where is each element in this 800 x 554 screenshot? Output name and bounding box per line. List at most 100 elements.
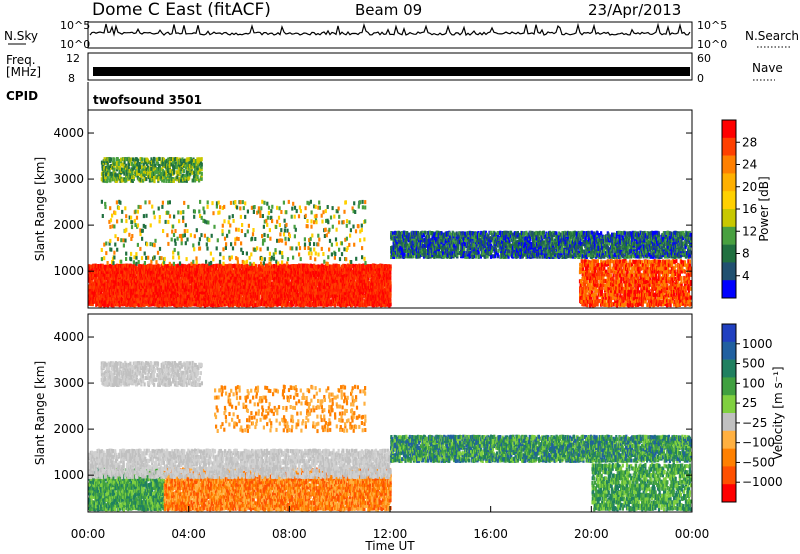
echo-cell	[131, 270, 134, 274]
echo-cell	[114, 279, 117, 284]
echo-cell	[91, 302, 94, 307]
echo-cell	[145, 300, 148, 305]
echo-cell	[141, 284, 144, 289]
echo-cell	[133, 279, 136, 284]
freq-trace	[93, 67, 690, 76]
echo-cell	[121, 272, 124, 277]
echo-cell	[147, 279, 150, 284]
echo-cell	[95, 276, 98, 281]
echo-cell	[123, 263, 126, 268]
echo-cell	[137, 303, 140, 308]
echo-cell	[117, 281, 120, 286]
echo-cell	[116, 278, 119, 283]
echo-cell	[93, 293, 96, 298]
noise-right-tick-top: 10^5	[697, 19, 727, 32]
echo-cell	[105, 273, 108, 278]
echo-cell	[108, 282, 111, 287]
echo-cell	[135, 270, 138, 275]
echo-cell	[140, 297, 144, 302]
echo-cell	[88, 296, 91, 301]
echo-cell	[424, 230, 427, 235]
nave-tick-top: 60	[697, 52, 711, 65]
echo-cell	[106, 267, 109, 272]
noise-trace	[89, 22, 691, 37]
echo-cell	[152, 290, 156, 295]
echo-cell	[100, 273, 103, 278]
echo-cell	[124, 300, 127, 305]
echo-cell	[136, 273, 139, 278]
echo-cell	[131, 275, 134, 280]
echo-cell	[100, 270, 103, 274]
echo-cell	[144, 296, 147, 301]
echo-cell	[130, 287, 133, 292]
echo-cell	[113, 294, 116, 298]
echo-cell	[135, 281, 138, 286]
echo-cell	[125, 267, 128, 272]
cpid-value: twofsound 3501	[93, 93, 202, 107]
echo-cell	[119, 267, 122, 271]
echo-cell	[106, 288, 109, 293]
echo-cell	[148, 285, 151, 290]
freq-unit-label: [MHz]	[6, 65, 41, 79]
noise-right-label: N.Search	[745, 29, 799, 43]
echo-cell	[90, 273, 93, 278]
echo-cell	[153, 293, 156, 298]
noise-left-tick-top: 10^5	[60, 19, 90, 32]
echo-cell	[89, 296, 92, 301]
echo-cell	[125, 281, 129, 286]
echo-cell	[115, 270, 118, 275]
freq-label: Freq.	[6, 53, 36, 67]
echo-cell	[121, 287, 125, 292]
echo-cell	[112, 303, 115, 308]
echo-cell	[94, 263, 97, 268]
echo-cell	[117, 291, 120, 296]
date-label: 23/Apr/2013	[588, 1, 681, 19]
echo-cell	[95, 302, 98, 307]
echo-cell	[113, 287, 116, 292]
echo-cell	[156, 288, 159, 293]
echo-cell	[141, 290, 144, 295]
echo-cell	[287, 278, 290, 283]
echo-cell	[145, 264, 148, 269]
echo-cell	[131, 303, 134, 307]
echo-cell	[95, 278, 98, 283]
echo-cell	[97, 285, 100, 290]
echo-cell	[91, 267, 94, 272]
echo-cell	[121, 285, 124, 289]
echo-cell	[121, 269, 124, 274]
echo-cell	[155, 296, 158, 301]
echo-cell	[104, 278, 107, 283]
echo-cell	[100, 299, 103, 304]
echo-cell	[113, 270, 116, 275]
echo-cell	[142, 287, 145, 292]
echo-cell	[121, 297, 124, 301]
echo-cell	[98, 264, 101, 269]
echo-cell	[148, 272, 151, 277]
radar-title: Dome C East (fitACF)	[92, 0, 271, 20]
echo-cell	[155, 284, 158, 289]
echo-cell	[110, 290, 114, 295]
echo-cell	[112, 264, 115, 269]
echo-cell	[148, 263, 151, 268]
echo-cell	[124, 282, 127, 287]
echo-cell	[149, 272, 152, 277]
echo-cell	[101, 263, 104, 268]
echo-cell	[121, 279, 124, 284]
echo-cell	[90, 279, 93, 284]
echo-cell	[115, 284, 118, 289]
echo-cell	[389, 297, 392, 302]
echo-cell	[89, 273, 92, 278]
echo-cell	[91, 290, 94, 295]
echo-cell	[157, 273, 160, 278]
echo-cell	[154, 269, 157, 274]
echo-cell	[102, 284, 105, 289]
freq-tick-top: 12	[66, 52, 80, 65]
echo-cell	[129, 296, 132, 301]
freq-tick-bottom: 8	[68, 72, 75, 85]
echo-cell	[130, 299, 133, 304]
echo-cell	[109, 269, 112, 274]
echo-cell	[133, 281, 136, 286]
echo-cell	[151, 302, 154, 307]
noise-left-tick-bottom: 10^0	[60, 38, 90, 51]
echo-cell	[105, 264, 108, 269]
